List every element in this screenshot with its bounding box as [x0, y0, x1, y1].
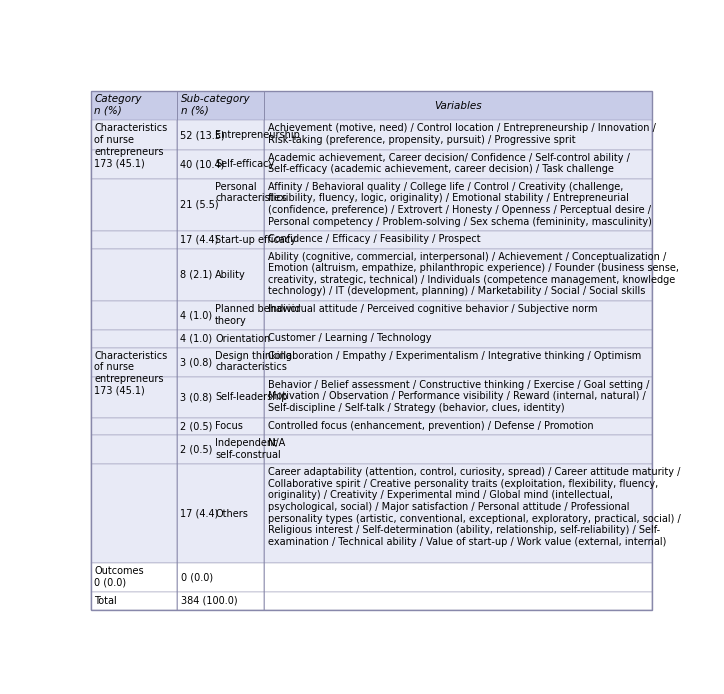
Bar	[264, 464, 652, 563]
Bar	[264, 231, 652, 248]
Bar	[264, 592, 652, 609]
Text: Affinity / Behavioral quality / College life / Control / Creativity (challenge,
: Affinity / Behavioral quality / College …	[269, 182, 652, 226]
Bar	[90, 121, 177, 150]
Text: Design thinking
characteristics: Design thinking characteristics	[215, 350, 292, 372]
Bar	[264, 121, 652, 150]
Bar	[177, 563, 264, 592]
Text: Sub-category
n (%): Sub-category n (%)	[182, 94, 251, 116]
Text: Planned behavior
theory: Planned behavior theory	[215, 304, 300, 325]
Text: 3 (0.8): 3 (0.8)	[180, 392, 212, 403]
Bar	[264, 377, 652, 418]
Text: Variables: Variables	[434, 101, 482, 111]
Bar	[264, 435, 652, 464]
Bar	[264, 563, 652, 592]
Text: 17 (4.4): 17 (4.4)	[180, 235, 219, 245]
Bar	[90, 330, 177, 348]
Bar	[90, 231, 177, 248]
Text: Ability: Ability	[215, 270, 246, 280]
Bar	[90, 348, 177, 377]
Text: Focus: Focus	[215, 421, 243, 432]
Bar	[177, 179, 264, 231]
Text: 2 (0.5): 2 (0.5)	[180, 445, 213, 455]
Text: Academic achievement, Career decision/ Confidence / Self-control ability /
Self-: Academic achievement, Career decision/ C…	[269, 153, 631, 174]
Bar	[264, 418, 652, 435]
Text: Total: Total	[94, 596, 117, 606]
Bar	[177, 592, 264, 609]
Text: Behavior / Belief assessment / Constructive thinking / Exercise / Goal setting /: Behavior / Belief assessment / Construct…	[269, 380, 649, 413]
Bar	[264, 348, 652, 377]
Bar	[90, 464, 177, 563]
Bar	[177, 150, 264, 179]
Text: Controlled focus (enhancement, prevention) / Defense / Promotion: Controlled focus (enhancement, preventio…	[269, 421, 594, 430]
Bar	[177, 248, 264, 301]
Bar	[264, 92, 652, 121]
Bar	[264, 330, 652, 348]
Text: Others: Others	[215, 509, 248, 518]
Bar	[90, 179, 177, 231]
Text: Independent
self-construal: Independent self-construal	[215, 438, 281, 459]
Text: Individual attitude / Perceived cognitive behavior / Subjective norm: Individual attitude / Perceived cognitiv…	[269, 304, 598, 314]
Bar	[177, 231, 264, 248]
Text: 17 (4.4): 17 (4.4)	[180, 509, 219, 518]
Bar	[90, 563, 177, 592]
Text: Achievement (motive, need) / Control location / Entrepreneurship / Innovation /
: Achievement (motive, need) / Control loc…	[269, 124, 656, 145]
Text: Self-efficacy: Self-efficacy	[215, 159, 274, 169]
Bar	[177, 330, 264, 348]
Bar	[264, 301, 652, 330]
Text: 8 (2.1): 8 (2.1)	[180, 270, 213, 280]
Bar	[177, 418, 264, 435]
Text: Characteristics
of nurse
entrepreneurs
173 (45.1): Characteristics of nurse entrepreneurs 1…	[94, 350, 168, 396]
Bar	[177, 92, 264, 121]
Bar	[90, 592, 177, 609]
Text: 4 (1.0): 4 (1.0)	[180, 334, 212, 344]
Bar	[90, 248, 177, 301]
Text: Customer / Learning / Technology: Customer / Learning / Technology	[269, 333, 432, 343]
Text: Personal
characteristics: Personal characteristics	[215, 182, 287, 203]
Text: Career adaptability (attention, control, curiosity, spread) / Career attitude ma: Career adaptability (attention, control,…	[269, 467, 681, 547]
Bar	[177, 301, 264, 330]
Bar	[264, 248, 652, 301]
Text: 3 (0.8): 3 (0.8)	[180, 357, 212, 367]
Text: Start-up efficacy: Start-up efficacy	[215, 235, 296, 245]
Text: 52 (13.5): 52 (13.5)	[180, 130, 225, 140]
Bar	[90, 92, 177, 121]
Text: Ability (cognitive, commercial, interpersonal) / Achievement / Conceptualization: Ability (cognitive, commercial, interper…	[269, 252, 679, 296]
Text: Outcomes
0 (0.0): Outcomes 0 (0.0)	[94, 566, 144, 588]
Text: Collaboration / Empathy / Experimentalism / Integrative thinking / Optimism: Collaboration / Empathy / Experimentalis…	[269, 350, 641, 361]
Text: Category
n (%): Category n (%)	[94, 94, 142, 116]
Text: 4 (1.0): 4 (1.0)	[180, 310, 212, 321]
Text: Characteristics
of nurse
entrepreneurs
173 (45.1): Characteristics of nurse entrepreneurs 1…	[94, 124, 168, 168]
Text: 40 (10.4): 40 (10.4)	[180, 159, 224, 169]
Bar	[264, 179, 652, 231]
Bar	[264, 150, 652, 179]
Text: 384 (100.0): 384 (100.0)	[182, 596, 238, 606]
Text: 21 (5.5): 21 (5.5)	[180, 200, 219, 210]
Bar	[177, 435, 264, 464]
Text: Entrepreneurship: Entrepreneurship	[215, 130, 300, 140]
Bar	[177, 377, 264, 418]
Text: N/A: N/A	[269, 438, 286, 448]
Bar	[177, 121, 264, 150]
Bar	[177, 464, 264, 563]
Bar	[177, 348, 264, 377]
Text: 2 (0.5): 2 (0.5)	[180, 421, 213, 432]
Text: Self-leadership: Self-leadership	[215, 392, 287, 403]
Text: Orientation: Orientation	[215, 334, 270, 344]
Text: Confidence / Efficacy / Feasibility / Prospect: Confidence / Efficacy / Feasibility / Pr…	[269, 234, 481, 244]
Bar	[90, 377, 177, 418]
Bar	[90, 418, 177, 435]
Bar	[90, 301, 177, 330]
Bar	[90, 435, 177, 464]
Text: 0 (0.0): 0 (0.0)	[182, 573, 214, 582]
Bar	[90, 150, 177, 179]
